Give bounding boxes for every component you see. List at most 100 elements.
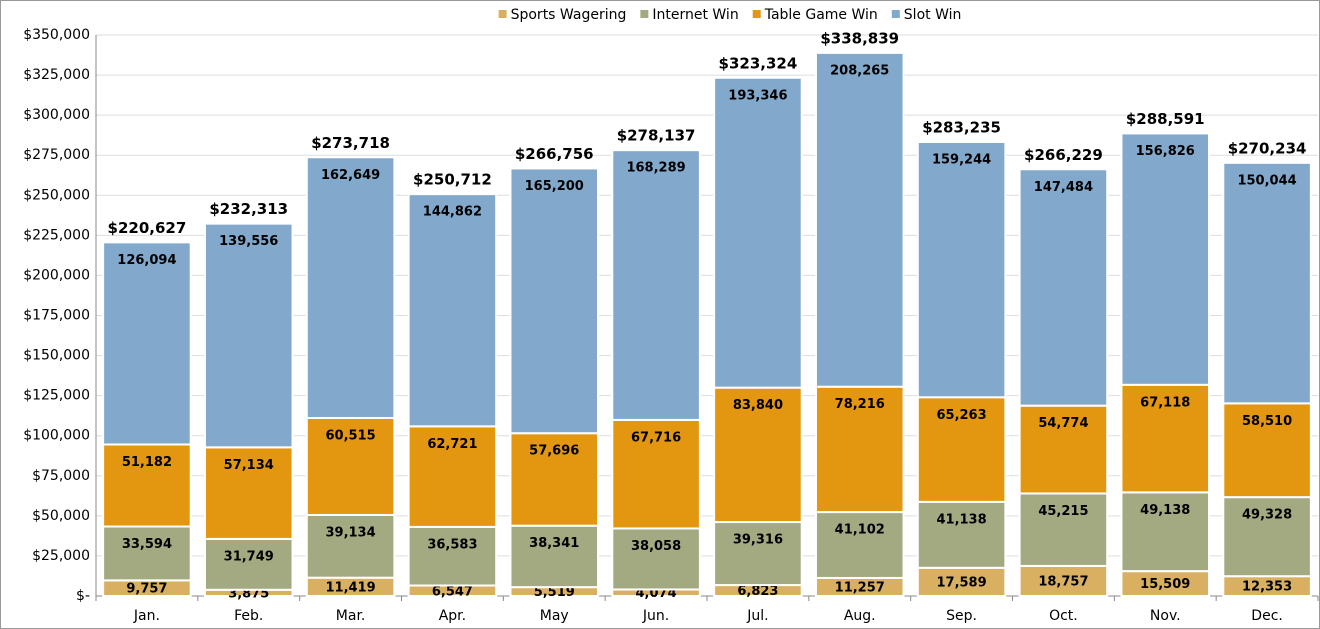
bar-segment [1120, 383, 1211, 494]
x-tick-label: Jul. [746, 608, 768, 624]
bar-segment [713, 386, 803, 524]
data-label: 150,044 [1237, 173, 1296, 188]
total-label: $266,756 [515, 145, 594, 163]
total-label: $266,229 [1024, 146, 1103, 164]
bar-segment [916, 566, 1007, 598]
x-tick-label: May [540, 608, 569, 624]
total-label: $232,313 [209, 200, 288, 218]
bar-segment [509, 524, 600, 589]
data-label: 208,265 [830, 63, 889, 78]
data-label: 36,583 [427, 537, 477, 552]
data-label: 11,419 [325, 580, 375, 595]
total-label: $278,137 [617, 127, 696, 145]
bar-segment [1018, 564, 1109, 597]
data-label: 62,721 [427, 437, 477, 452]
data-label: 83,840 [733, 398, 783, 413]
total-label: $338,839 [820, 29, 899, 47]
data-label: 38,058 [631, 539, 681, 554]
data-label: 39,134 [325, 525, 375, 540]
y-tick-label: $350,000 [23, 27, 90, 43]
x-tick-label: Aug. [844, 608, 876, 624]
bar-segment [102, 443, 192, 528]
data-label: 67,118 [1140, 395, 1190, 410]
data-label: 45,215 [1038, 504, 1088, 519]
data-label: 54,774 [1038, 416, 1088, 431]
data-label: 51,182 [122, 455, 172, 470]
data-label: 60,515 [325, 428, 375, 443]
legend-label: Table Game Win [764, 7, 878, 23]
bar-segment [916, 141, 1007, 399]
y-tick-label: $50,000 [32, 508, 90, 524]
bar-segment [1018, 404, 1109, 495]
bar-segment [509, 432, 600, 527]
legend-swatch [498, 10, 507, 18]
bar-segment [814, 511, 905, 579]
data-label: 165,200 [525, 179, 584, 194]
data-label: 41,102 [835, 523, 885, 538]
bar-segment [1120, 491, 1211, 573]
data-label: 39,316 [733, 533, 783, 548]
y-tick-label: $100,000 [23, 428, 90, 444]
y-tick-label: $325,000 [23, 67, 90, 83]
data-label: 9,757 [126, 582, 167, 597]
data-label: 144,862 [423, 205, 482, 220]
bar-segment [305, 156, 396, 419]
x-tick-label: Jan. [133, 608, 160, 624]
legend-swatch [640, 10, 649, 18]
bar-segment [509, 167, 600, 435]
bar-segment [611, 527, 701, 591]
bar-segment [611, 418, 701, 530]
bar-segment [916, 500, 1007, 569]
data-label: 31,749 [224, 549, 274, 564]
x-tick-label: Feb. [234, 608, 263, 624]
x-tick-label: Oct. [1049, 608, 1078, 624]
total-label: $283,235 [922, 119, 1001, 137]
bar-segment [1120, 132, 1211, 386]
bar-segment [713, 76, 803, 389]
y-tick-label: $250,000 [23, 187, 90, 203]
data-label: 126,094 [117, 253, 176, 268]
y-tick-label: $75,000 [32, 468, 90, 484]
data-label: 159,244 [932, 153, 991, 168]
bar-segment [1018, 168, 1109, 407]
legend-swatch [891, 10, 900, 18]
data-label: 67,716 [631, 430, 681, 445]
data-label: 168,289 [626, 161, 685, 176]
data-label: 57,696 [529, 444, 579, 459]
data-label: 49,138 [1140, 503, 1190, 518]
bar-segment [814, 51, 905, 388]
data-label: 6,547 [432, 584, 473, 599]
y-tick-label: $125,000 [23, 388, 90, 404]
y-tick-label: $275,000 [23, 147, 90, 163]
data-label: 139,556 [219, 234, 278, 249]
y-tick-label: $- [76, 588, 90, 604]
data-label: 33,594 [122, 537, 172, 552]
x-tick-label: Mar. [336, 608, 366, 624]
data-label: 41,138 [936, 512, 986, 527]
data-label: 147,484 [1034, 180, 1093, 195]
bar-segment [1018, 492, 1109, 567]
bar-segment [713, 521, 803, 587]
total-label: $323,324 [719, 54, 798, 72]
bar-segment [407, 193, 498, 428]
x-tick-label: Apr. [439, 608, 466, 624]
total-label: $250,712 [413, 171, 492, 189]
data-label: 38,341 [529, 536, 579, 551]
data-label: 58,510 [1242, 414, 1292, 429]
bar-segment [1222, 161, 1312, 405]
y-tick-label: $225,000 [23, 227, 90, 243]
bar-segment [305, 513, 396, 579]
data-label: 15,509 [1140, 577, 1190, 592]
data-label: 18,757 [1038, 574, 1088, 589]
bar-segment [1222, 402, 1312, 499]
legend-swatch [752, 10, 761, 18]
y-tick-label: $175,000 [23, 308, 90, 324]
bar-segment [407, 425, 498, 528]
y-tick-label: $150,000 [23, 348, 90, 364]
data-label: 11,257 [835, 580, 885, 595]
data-label: 49,328 [1242, 508, 1292, 523]
x-tick-label: Jun. [642, 608, 669, 624]
x-tick-label: Sep. [946, 608, 977, 624]
legend-label: Slot Win [904, 7, 962, 23]
